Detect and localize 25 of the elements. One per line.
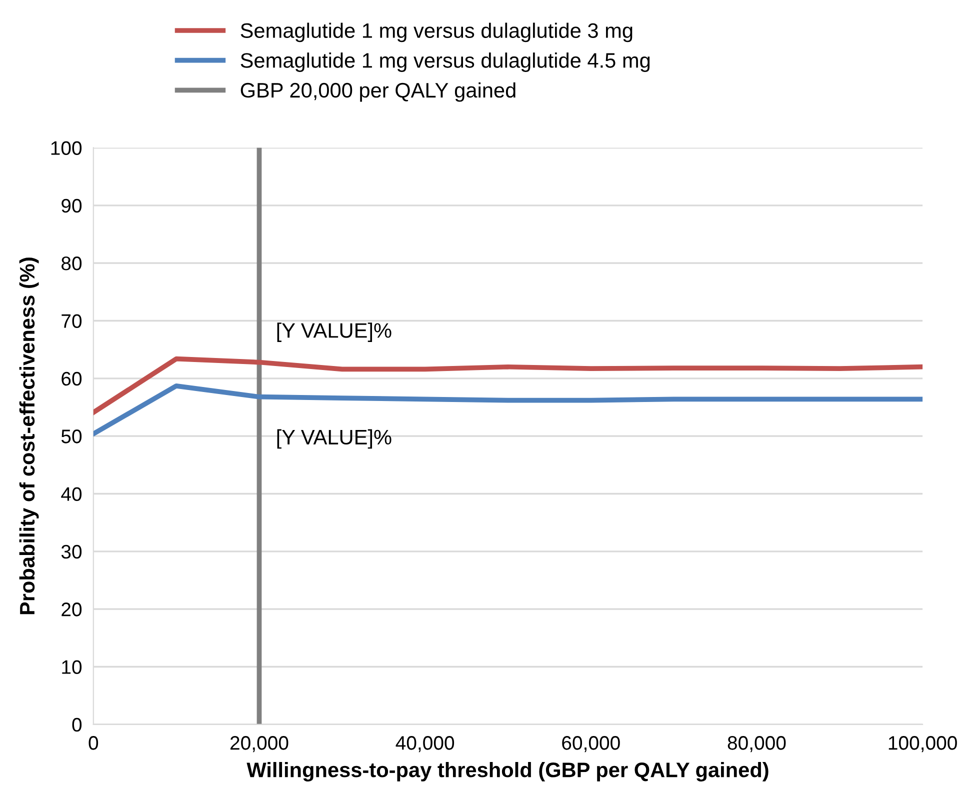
line-series xyxy=(93,356,923,415)
x-tick-label: 20,000 xyxy=(230,736,288,752)
x-tick-label: 80,000 xyxy=(728,736,786,752)
y-tick-label: 50 xyxy=(61,430,82,444)
y-tick-label: 80 xyxy=(62,256,82,270)
x-axis-title: Willingness-to-pay threshold (GBP per QALY gained) xyxy=(246,762,768,782)
y-tick-label: 70 xyxy=(62,314,82,328)
x-tick-label: 100,000 xyxy=(888,736,957,752)
legend-label: Semaglutide 1 mg versus dulaglutide 3 mg xyxy=(240,22,632,42)
y-tick-label: 30 xyxy=(61,544,82,559)
y-tick-label: 10 xyxy=(62,660,82,674)
y-tick-label: 60 xyxy=(62,372,82,386)
y-axis-title: Probability of cost-effectiveness (%) xyxy=(19,258,39,614)
legend-label: Semaglutide 1 mg versus dulaglutide 4.5 mg xyxy=(240,52,650,72)
x-tick-label: 40,000 xyxy=(396,736,454,752)
annotation: [Y VALUE]% xyxy=(277,322,392,342)
y-tick-label: 0 xyxy=(72,718,82,732)
x-tick-label: 0 xyxy=(88,736,98,750)
annotation: [Y VALUE]% xyxy=(277,429,392,449)
y-tick-label: 100 xyxy=(51,141,82,155)
x-tick-label: 60,000 xyxy=(562,736,620,752)
y-tick-label: 90 xyxy=(62,198,82,213)
y-tick-label: 40 xyxy=(61,487,82,501)
legend-label: GBP 20,000 per QALY gained xyxy=(240,82,516,102)
y-tick-label: 20 xyxy=(62,602,82,616)
